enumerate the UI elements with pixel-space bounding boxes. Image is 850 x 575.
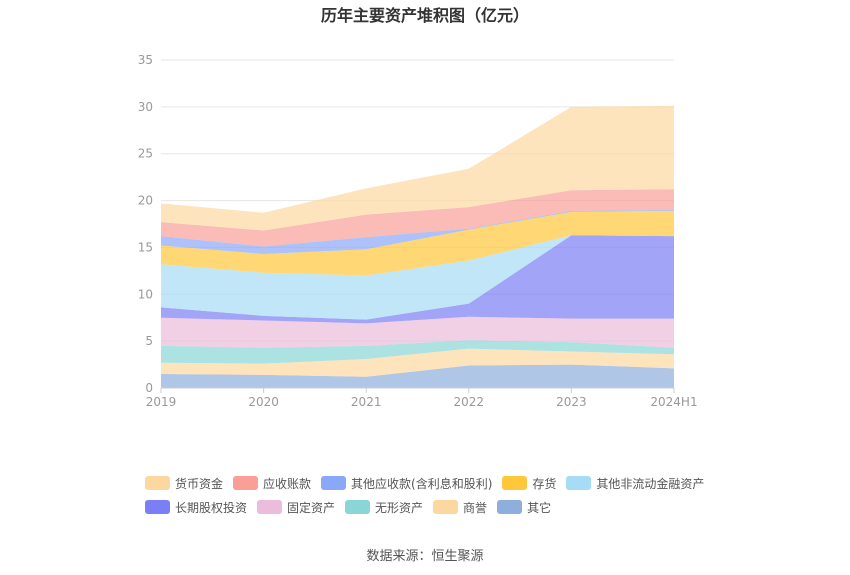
area-series-5[interactable]: [161, 235, 674, 320]
legend-swatch: [433, 500, 459, 514]
legend-item[interactable]: 其他应收款(含利息和股利): [321, 475, 492, 492]
legend-item[interactable]: 商誉: [433, 499, 487, 516]
legend-label: 其他应收款(含利息和股利): [351, 476, 493, 491]
area-series-9[interactable]: [161, 105, 674, 231]
legend-label: 无形资产: [375, 500, 424, 515]
area-series-1[interactable]: [161, 348, 674, 377]
x-tick-label: 2024H1: [650, 395, 697, 409]
x-tick-label: 2023: [556, 395, 587, 409]
legend-swatch: [145, 476, 170, 490]
legend-swatch: [321, 476, 347, 490]
y-tick-label: 35: [138, 53, 153, 67]
legend-swatch: [145, 500, 170, 514]
area-series-4[interactable]: [161, 235, 674, 324]
legend-item[interactable]: 货币资金: [145, 475, 223, 492]
legend-item[interactable]: 其他非流动金融资产: [566, 475, 704, 492]
chart-title: 历年主要资产堆积图（亿元）: [320, 6, 529, 25]
legend-label: 存货: [532, 476, 557, 491]
legend-label: 应收账款: [263, 476, 312, 491]
y-tick-label: 0: [145, 381, 153, 395]
legend-item[interactable]: 固定资产: [257, 499, 335, 516]
legend-label: 商誉: [463, 500, 488, 515]
y-tick-label: 5: [145, 334, 153, 348]
legend-label: 其他非流动金融资产: [596, 476, 705, 491]
legend-item[interactable]: 长期股权投资: [145, 499, 247, 516]
x-tick-label: 2020: [248, 395, 279, 409]
legend-row: 长期股权投资 固定资产 无形资产 商誉 其它: [145, 495, 745, 519]
legend-label: 固定资产: [287, 500, 336, 515]
legend-swatch: [566, 476, 592, 490]
y-tick-label: 30: [138, 100, 153, 114]
legend: 货币资金 应收账款 其他应收款(含利息和股利) 存货 其他非流动金融资产 长期股权投资 固…: [145, 471, 745, 519]
legend-item[interactable]: 存货: [502, 475, 556, 492]
area-series-7[interactable]: [161, 209, 674, 254]
legend-swatch: [502, 476, 528, 490]
x-tick-label: 2019: [146, 395, 177, 409]
area-series-8[interactable]: [161, 189, 674, 247]
legend-label: 其它: [527, 500, 552, 515]
legend-swatch: [257, 500, 283, 514]
legend-swatch: [345, 500, 371, 514]
legend-item[interactable]: 其它: [497, 499, 551, 516]
area-series-3[interactable]: [161, 316, 674, 348]
legend-swatch: [497, 500, 523, 514]
source-note: 数据来源：恒生聚源: [366, 549, 484, 564]
x-tick-label: 2022: [454, 395, 485, 409]
legend-row: 货币资金 应收账款 其他应收款(含利息和股利) 存货 其他非流动金融资产: [145, 471, 745, 495]
area-series-2[interactable]: [161, 340, 674, 364]
legend-swatch: [233, 476, 259, 490]
legend-label: 长期股权投资: [175, 500, 248, 515]
x-tick-label: 2021: [351, 395, 382, 409]
legend-item[interactable]: 无形资产: [345, 499, 423, 516]
y-tick-label: 10: [138, 287, 153, 301]
y-tick-label: 15: [138, 240, 153, 254]
area-series-6[interactable]: [161, 210, 674, 276]
legend-item[interactable]: 应收账款: [233, 475, 311, 492]
y-tick-label: 25: [138, 147, 153, 161]
legend-label: 货币资金: [175, 476, 224, 491]
area-series-0[interactable]: [161, 364, 674, 388]
y-tick-label: 20: [138, 194, 153, 208]
